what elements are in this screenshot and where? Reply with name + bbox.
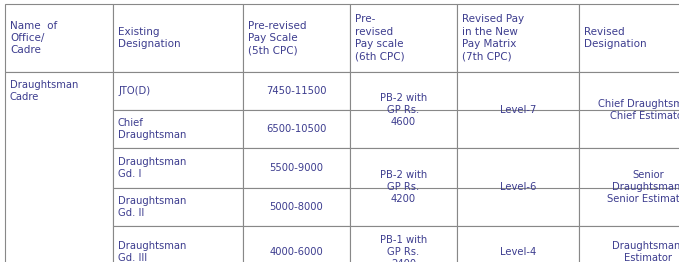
Text: Level-4: Level-4 — [500, 247, 536, 257]
Text: Chief Draughtsman/
Chief Estimator: Chief Draughtsman/ Chief Estimator — [598, 99, 679, 121]
Text: Existing
Designation: Existing Designation — [118, 27, 181, 49]
Bar — [350, 188, 457, 226]
Text: Revised Pay
in the New
Pay Matrix
(7th CPC): Revised Pay in the New Pay Matrix (7th C… — [462, 14, 524, 62]
Bar — [579, 226, 679, 262]
Text: Level-7: Level-7 — [500, 105, 536, 115]
Bar — [579, 110, 679, 148]
Text: Name  of
Office/
Cadre: Name of Office/ Cadre — [10, 21, 57, 55]
Bar — [579, 4, 679, 72]
Text: Pre-
revised
Pay scale
(6th CPC): Pre- revised Pay scale (6th CPC) — [355, 14, 405, 62]
Text: 5000-8000: 5000-8000 — [270, 202, 323, 212]
Bar — [350, 148, 457, 226]
Bar — [457, 148, 579, 226]
Bar — [350, 110, 457, 148]
Bar — [457, 110, 579, 148]
Bar — [457, 226, 579, 262]
Text: PB-2 with
GP Rs.
4200: PB-2 with GP Rs. 4200 — [380, 170, 427, 204]
Bar — [350, 226, 457, 262]
Text: Draughtsman
Gd. III: Draughtsman Gd. III — [118, 241, 186, 262]
Bar — [113, 110, 243, 148]
Text: 4000-6000: 4000-6000 — [270, 247, 323, 257]
Bar — [579, 188, 679, 226]
Text: Chief
Draughtsman: Chief Draughtsman — [118, 118, 186, 140]
Bar — [113, 188, 243, 226]
Text: Senior
Draughtsman/
Senior Estimator: Senior Draughtsman/ Senior Estimator — [606, 170, 679, 204]
Bar — [243, 4, 350, 72]
Bar — [113, 148, 243, 188]
Bar — [243, 110, 350, 148]
Text: Pre-revised
Pay Scale
(5th CPC): Pre-revised Pay Scale (5th CPC) — [248, 21, 306, 55]
Bar — [243, 188, 350, 226]
Bar — [113, 72, 243, 110]
Text: Draughtsman
Gd. II: Draughtsman Gd. II — [118, 196, 186, 218]
Text: PB-2 with
GP Rs.
4600: PB-2 with GP Rs. 4600 — [380, 92, 427, 127]
Bar — [350, 72, 457, 148]
Bar — [5, 72, 113, 262]
Bar — [113, 226, 243, 262]
Bar — [457, 72, 579, 148]
Text: Level-6: Level-6 — [500, 182, 536, 192]
Text: 6500-10500: 6500-10500 — [266, 124, 327, 134]
Text: 7450-11500: 7450-11500 — [266, 86, 327, 96]
Text: Draughtsman/
Estimator: Draughtsman/ Estimator — [612, 241, 679, 262]
Bar — [113, 4, 243, 72]
Bar — [350, 4, 457, 72]
Bar — [579, 148, 679, 226]
Bar — [457, 4, 579, 72]
Bar — [579, 72, 679, 148]
Text: Draughtsman
Cadre: Draughtsman Cadre — [10, 80, 78, 102]
Bar — [243, 72, 350, 110]
Text: PB-1 with
GP Rs.
2400: PB-1 with GP Rs. 2400 — [380, 234, 427, 262]
Bar — [243, 148, 350, 188]
Bar — [243, 226, 350, 262]
Text: JTO(D): JTO(D) — [118, 86, 150, 96]
Text: 5500-9000: 5500-9000 — [270, 163, 323, 173]
Text: Draughtsman
Gd. I: Draughtsman Gd. I — [118, 157, 186, 179]
Text: Revised
Designation: Revised Designation — [584, 27, 646, 49]
Bar — [457, 188, 579, 226]
Bar — [5, 4, 113, 72]
